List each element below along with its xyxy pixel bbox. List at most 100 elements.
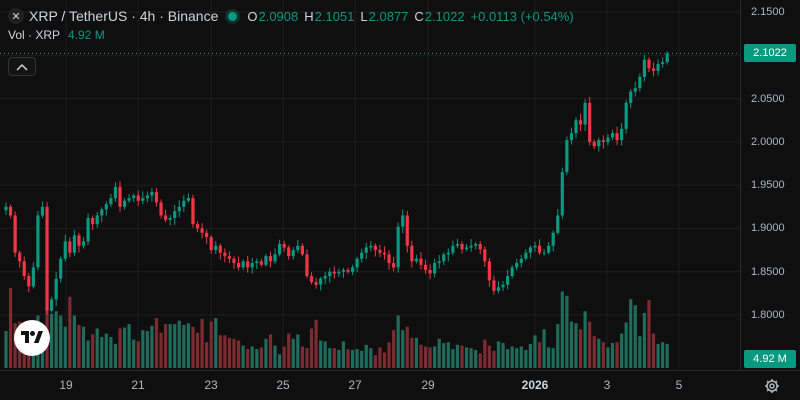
- candle-body: [665, 53, 669, 63]
- candle-body: [104, 204, 108, 210]
- candle-body: [236, 263, 241, 268]
- volume-bar: [328, 348, 332, 368]
- volume-bar: [287, 333, 291, 368]
- volume-bar: [446, 342, 450, 368]
- time-tick-label: 27: [348, 378, 362, 392]
- volume-bar: [309, 328, 314, 368]
- candle-body: [569, 133, 574, 141]
- candle-body: [328, 271, 332, 277]
- candle-body: [451, 245, 455, 253]
- volume-bar: [410, 337, 414, 368]
- volume-bar: [401, 330, 405, 368]
- gear-icon: [765, 379, 779, 393]
- volume-bar: [364, 344, 368, 368]
- low-key: L: [360, 8, 368, 24]
- volume-bar: [305, 348, 309, 368]
- candle-body: [63, 241, 67, 259]
- candle-body: [282, 244, 286, 248]
- volume-bar: [442, 343, 446, 368]
- last-price-tag: 2.1022: [744, 44, 796, 63]
- volume-bar: [492, 350, 496, 368]
- candle-body: [364, 247, 368, 253]
- candle-body: [323, 276, 327, 279]
- volume-bar: [346, 349, 350, 368]
- time-tick-label: 5: [675, 378, 683, 392]
- time-axis[interactable]: 19 21 23 25 27 29 2026 3 5: [0, 370, 740, 400]
- candle-body: [91, 218, 95, 225]
- price-tick-label: 2.0500: [751, 92, 785, 105]
- high-value: 2.1051: [314, 8, 355, 24]
- candle-body: [392, 263, 396, 268]
- volume-bar: [273, 345, 277, 368]
- candle-body: [59, 258, 63, 279]
- volume-bar: [373, 355, 377, 368]
- collapse-legend-button[interactable]: [8, 57, 36, 76]
- price-axis[interactable]: 2.15002.10002.05002.00001.95001.90001.85…: [740, 0, 800, 370]
- volume-bar: [387, 342, 391, 368]
- candle-body: [442, 254, 446, 262]
- time-tick-label: 2026: [521, 378, 549, 392]
- volume-bar: [423, 346, 428, 368]
- candle-body: [396, 226, 400, 268]
- candle-body: [592, 141, 596, 147]
- volume-bar: [583, 311, 587, 368]
- volume-bar: [250, 346, 254, 368]
- volume-bar: [264, 338, 268, 368]
- tradingview-logo-icon[interactable]: [14, 320, 50, 356]
- volume-bar: [464, 347, 469, 368]
- candle-body: [597, 140, 601, 147]
- high-key: H: [304, 8, 314, 24]
- candle-body: [122, 200, 127, 207]
- volume-bar: [578, 329, 583, 368]
- volume-label[interactable]: Vol · XRP: [8, 28, 61, 42]
- candle-body: [164, 215, 168, 220]
- volume-bar: [547, 347, 551, 368]
- volume-bar: [542, 329, 546, 368]
- symbol-title[interactable]: XRP / TetherUS · 4h · Binance: [29, 8, 219, 24]
- candle-body: [22, 261, 26, 277]
- candle-body: [341, 269, 346, 272]
- volume-bar: [496, 341, 501, 368]
- market-status-dot-icon: [228, 11, 238, 21]
- volume-bar: [524, 349, 528, 368]
- volume-bar: [164, 324, 168, 368]
- volume-bar: [195, 332, 200, 368]
- volume-bar: [515, 348, 519, 368]
- candle-body: [31, 267, 35, 287]
- volume-bar: [369, 348, 373, 368]
- candle-body: [296, 245, 300, 251]
- volume-bar: [592, 336, 596, 368]
- chart-settings-button[interactable]: [740, 370, 800, 400]
- candle-body: [168, 218, 172, 220]
- volume-bar: [661, 342, 665, 368]
- candle-body: [560, 172, 564, 216]
- price-tick-label: 2.0000: [751, 135, 785, 148]
- candle-body: [259, 261, 263, 265]
- candle-body: [250, 263, 254, 268]
- price-chart[interactable]: [0, 0, 740, 370]
- candle-body: [638, 76, 642, 89]
- candle-body: [223, 252, 227, 257]
- candle-body: [150, 192, 154, 196]
- volume-bar: [414, 337, 418, 368]
- candle-body: [145, 195, 149, 199]
- volume-bar: [173, 324, 177, 368]
- candle-body: [574, 120, 578, 134]
- volume-bar: [533, 335, 537, 368]
- volume-bar: [100, 337, 104, 368]
- candle-body: [387, 254, 391, 264]
- candle-body: [232, 258, 236, 264]
- candle-body: [127, 198, 131, 201]
- price-tick-label: 2.1500: [751, 6, 785, 18]
- time-tick-label: 29: [421, 378, 435, 392]
- candlestick-plot[interactable]: [0, 0, 740, 370]
- candle-body: [54, 278, 58, 300]
- candle-body: [428, 269, 432, 274]
- volume-bar: [223, 335, 227, 368]
- candle-body: [177, 206, 181, 212]
- candle-body: [81, 241, 86, 246]
- candle-body: [136, 195, 140, 201]
- chevron-up-icon: [16, 63, 28, 71]
- volume-value-tag: 4.92 M: [744, 350, 796, 368]
- volume-bar: [8, 288, 13, 368]
